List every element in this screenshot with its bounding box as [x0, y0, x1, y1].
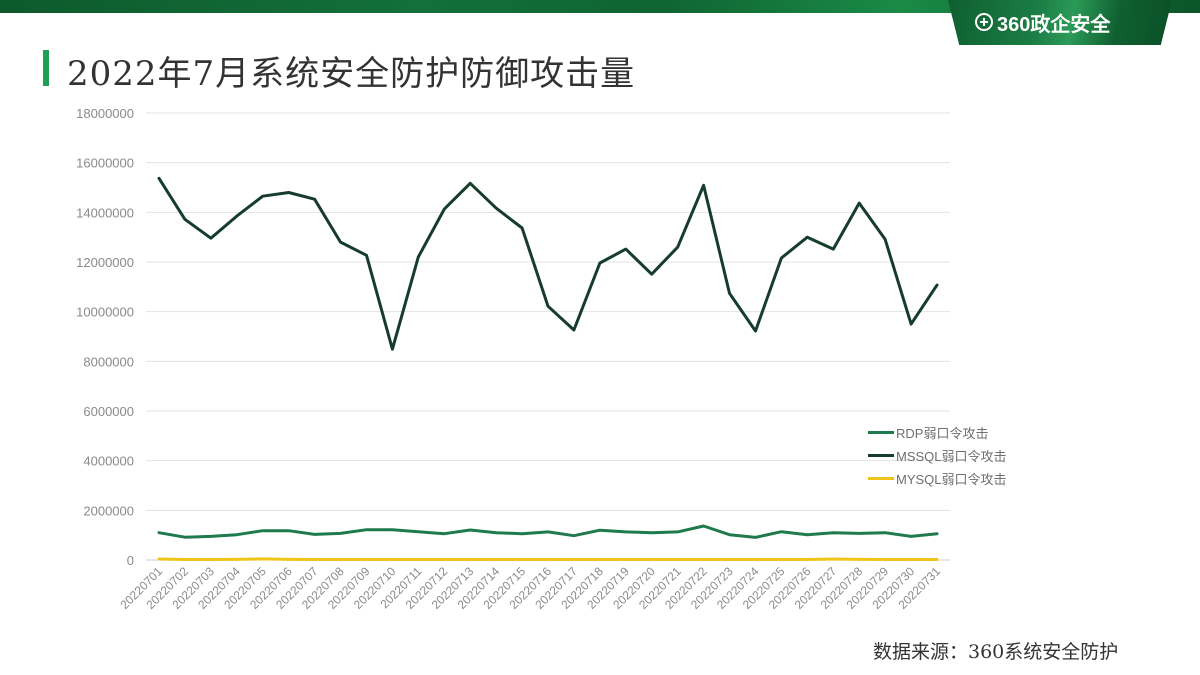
y-tick-label: 14000000: [76, 205, 134, 220]
legend-label-mssql: MSSQL弱口令攻击: [896, 449, 1007, 464]
y-tick-label: 18000000: [76, 106, 134, 121]
top-banner: [0, 0, 1200, 13]
y-tick-label: 6000000: [83, 404, 134, 419]
y-tick-label: 8000000: [83, 354, 134, 369]
chart-legend: RDP弱口令攻击 MSSQL弱口令攻击 MYSQL弱口令攻击: [868, 421, 1007, 490]
title-accent-bar: [43, 50, 49, 86]
legend-label-rdp: RDP弱口令攻击: [896, 426, 989, 441]
legend-item-rdp: RDP弱口令攻击: [868, 421, 1007, 444]
y-tick-label: 4000000: [83, 454, 134, 469]
legend-swatch-mysql: [868, 477, 894, 480]
y-tick-label: 0: [127, 553, 134, 568]
data-source-note: 数据来源：360系统安全防护: [873, 641, 1119, 663]
logo-text: 360政企安全: [997, 13, 1111, 36]
series-line-mssql: [157, 176, 939, 351]
chart-series: [157, 176, 939, 561]
brand-logo: 360政企安全: [975, 10, 1111, 36]
chart-gridlines: [146, 112, 950, 561]
plus-circle-icon: [975, 13, 993, 31]
legend-label-mysql: MYSQL弱口令攻击: [896, 472, 1007, 487]
page-title: 2022年7月系统安全防护防御攻击量: [67, 54, 636, 94]
x-axis: 2022070120220702202207032022070420220705…: [117, 564, 943, 612]
y-tick-label: 2000000: [83, 503, 134, 518]
y-tick-label: 16000000: [76, 156, 134, 171]
series-line-rdp: [157, 524, 939, 539]
y-axis: 0 2000000 4000000 6000000 8000000 10000000 120…: [76, 106, 134, 568]
y-tick-label: 10000000: [76, 305, 134, 320]
y-tick-label: 12000000: [76, 255, 134, 270]
legend-swatch-mssql: [868, 454, 894, 457]
legend-swatch-rdp: [868, 431, 894, 434]
legend-item-mssql: MSSQL弱口令攻击: [868, 444, 1007, 467]
series-line-mysql: [157, 557, 939, 561]
legend-item-mysql: MYSQL弱口令攻击: [868, 467, 1007, 490]
